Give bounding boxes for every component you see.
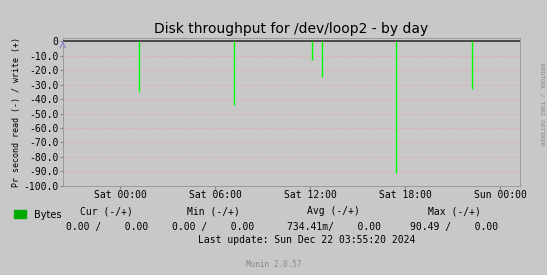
Text: 0.00 /    0.00: 0.00 / 0.00 [66,222,148,232]
Text: Avg (-/+): Avg (-/+) [307,207,360,216]
Text: Munin 2.0.57: Munin 2.0.57 [246,260,301,269]
Legend: Bytes: Bytes [10,206,65,223]
Text: RRDTOOL / TOBI OETIKER: RRDTOOL / TOBI OETIKER [539,63,544,146]
Text: Min (-/+): Min (-/+) [187,207,240,216]
Y-axis label: Pr second read (-) / write (+): Pr second read (-) / write (+) [11,37,21,187]
Text: 0.00 /    0.00: 0.00 / 0.00 [172,222,254,232]
Text: Last update: Sun Dec 22 03:55:20 2024: Last update: Sun Dec 22 03:55:20 2024 [197,235,415,245]
Text: Cur (-/+): Cur (-/+) [80,207,133,216]
Text: 90.49 /    0.00: 90.49 / 0.00 [410,222,498,232]
Title: Disk throughput for /dev/loop2 - by day: Disk throughput for /dev/loop2 - by day [154,22,428,36]
Text: Max (-/+): Max (-/+) [428,207,480,216]
Text: 734.41m/    0.00: 734.41m/ 0.00 [287,222,381,232]
